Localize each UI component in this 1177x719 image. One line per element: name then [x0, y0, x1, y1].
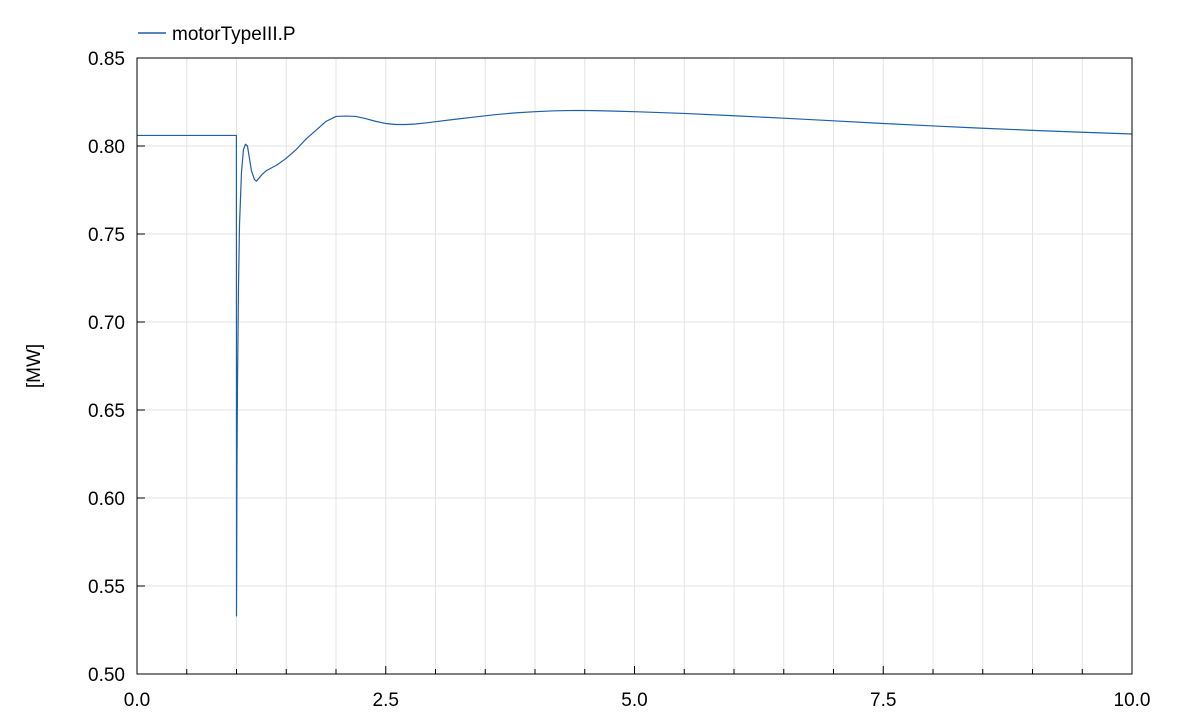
legend[interactable]: motorTypeIII.P [138, 24, 296, 45]
y-tick-label: 0.85 [88, 49, 125, 70]
y-tick-label: 0.75 [88, 225, 125, 246]
x-tick-label: 5.0 [621, 690, 647, 711]
y-tick-label: 0.65 [88, 401, 125, 422]
x-tick-label: 2.5 [373, 690, 399, 711]
series-layer [137, 109, 1133, 617]
y-axis-label: [MW] [24, 344, 45, 388]
y-tick-label: 0.80 [88, 137, 125, 158]
legend-label-motortypeiii-p: motorTypeIII.P [172, 24, 296, 45]
grid-lines [136, 57, 1133, 675]
y-tick-label: 0.55 [88, 577, 125, 598]
tick-marks [136, 57, 1133, 675]
tick-labels: 0.0 2.5 5.0 7.5 10.0 0.50 0.55 0.60 0.65 0.70 0.75… [88, 49, 1150, 711]
series-line-motortypeiii-p [137, 109, 1133, 617]
y-tick-label: 0.50 [88, 665, 125, 686]
x-tick-label: 0.0 [124, 690, 150, 711]
x-tick-label: 10.0 [1114, 690, 1151, 711]
y-tick-label: 0.60 [88, 489, 125, 510]
x-tick-label: 7.5 [870, 690, 896, 711]
y-tick-label: 0.70 [88, 313, 125, 334]
